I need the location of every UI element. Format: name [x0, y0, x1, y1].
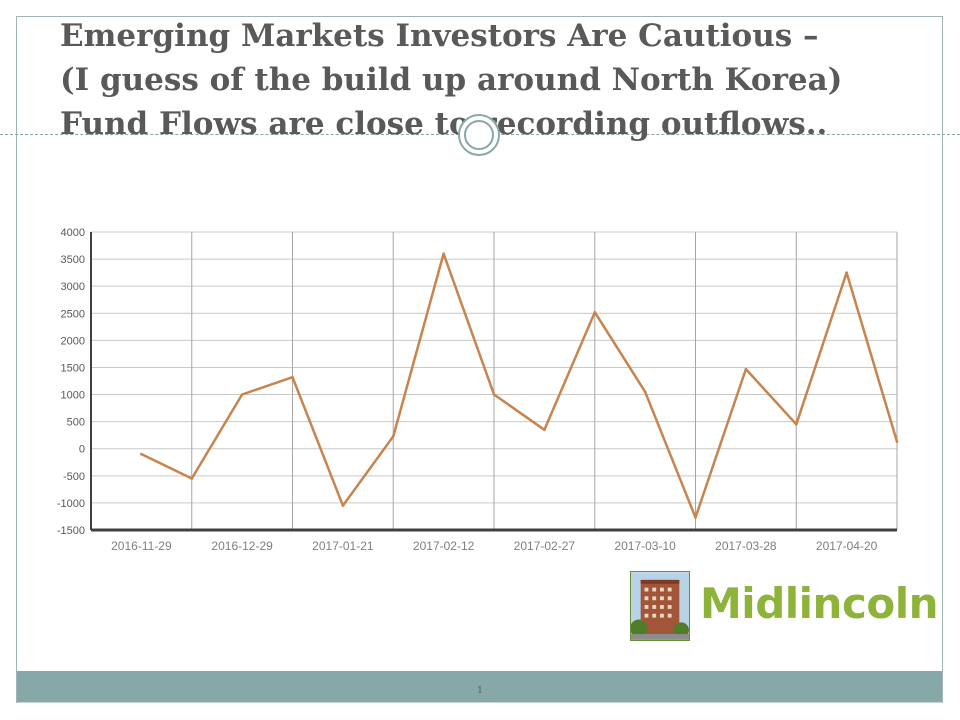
footer-divider [17, 702, 942, 703]
data-point [391, 434, 395, 438]
slide-title: Emerging Markets Investors Are Cautious … [60, 14, 940, 146]
y-tick-label: 2000 [61, 335, 85, 347]
title-line-3: Fund Flows are close to recording outflo… [60, 106, 828, 142]
data-point [643, 390, 647, 394]
y-tick-label: 4000 [61, 227, 85, 239]
x-tick-label: 2016-11-29 [111, 539, 172, 553]
data-point [543, 428, 546, 432]
logo-text: Midlincoln [700, 579, 939, 628]
x-tick-label: 2016-12-29 [211, 539, 273, 553]
data-point [794, 423, 798, 426]
y-tick-label: -500 [63, 471, 85, 483]
x-tick-label: 2017-03-10 [614, 539, 676, 553]
fund-flows-line-chart: 4000 3500 3000 2500 2000 1500 1000 500 0 -500 -100… [57, 227, 899, 553]
y-tick-label: 500 [67, 417, 85, 429]
x-tick-label: 2017-04-20 [816, 539, 878, 553]
y-tick-label: 0 [79, 444, 85, 456]
y-tick-label: 2500 [61, 308, 85, 320]
y-tick-label: 3000 [61, 281, 85, 293]
y-tick-label: 1500 [61, 362, 85, 374]
title-ring-ornament [458, 114, 500, 156]
data-point [593, 310, 597, 314]
data-point [744, 367, 748, 371]
data-point [694, 516, 697, 519]
title-line-1: Emerging Markets Investors Are Cautious … [60, 18, 819, 54]
x-tick-label: 2017-01-21 [312, 539, 374, 553]
x-tick-label: 2017-02-12 [413, 539, 475, 553]
title-line-2: (I guess of the build up around North Ko… [60, 62, 843, 98]
data-point [442, 252, 445, 255]
y-tick-label: -1500 [57, 525, 85, 537]
y-tick-label: 1000 [61, 390, 85, 402]
data-point [492, 393, 496, 396]
data-point [240, 393, 244, 396]
y-tick-label: -1000 [57, 498, 85, 510]
data-point [845, 271, 848, 274]
data-point [895, 440, 899, 443]
building-photo-icon [630, 571, 690, 641]
data-point [341, 504, 345, 507]
footer-bar [17, 671, 942, 703]
slide-number: 1 [477, 686, 483, 696]
data-point [291, 375, 294, 379]
data-point [140, 452, 143, 456]
fund-flows-series-line [140, 252, 899, 519]
x-tick-label: 2017-02-27 [514, 539, 576, 553]
data-point [190, 477, 194, 480]
y-tick-label: 3500 [61, 254, 85, 266]
x-tick-label: 2017-03-28 [715, 539, 777, 553]
